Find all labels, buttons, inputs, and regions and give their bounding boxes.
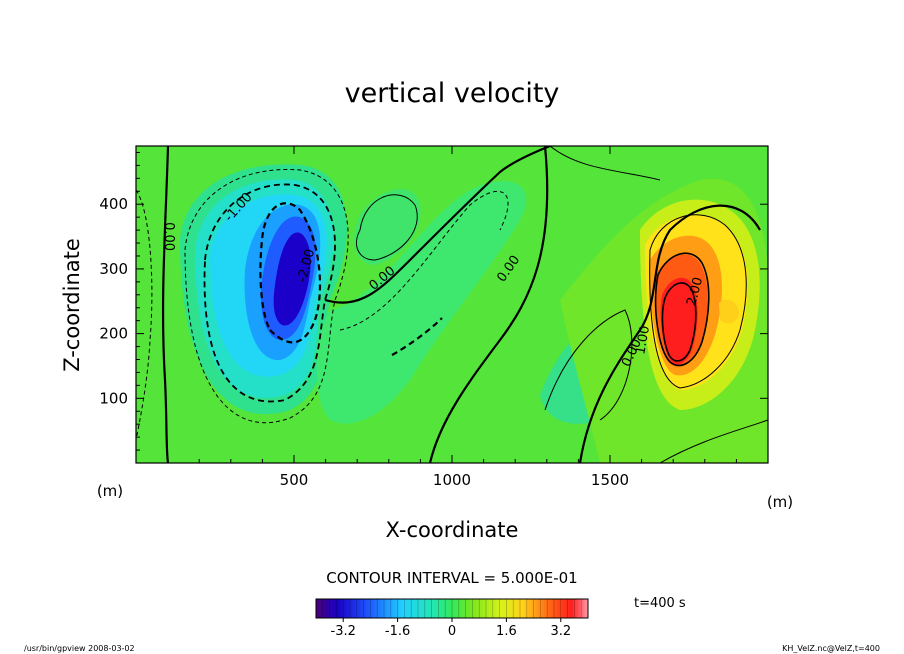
- x-tick-label: 500: [280, 471, 309, 489]
- contour-line: [549, 146, 661, 181]
- contour-label: 2.00: [684, 276, 706, 308]
- contour-line: [161, 146, 170, 463]
- colorbar: -3.2 -1.6 0 1.6 3.2: [315, 598, 589, 639]
- y-tick-label: 400: [99, 195, 128, 213]
- contour-line: [259, 202, 322, 344]
- heatmap-level: [660, 277, 698, 365]
- contour-line: [203, 183, 336, 403]
- heatmap-fields: [180, 164, 768, 463]
- x-tick-label: 1500: [591, 471, 629, 489]
- contour-line: [136, 189, 153, 441]
- plot-area: -1.000.00-2.00 0.00 0.000.001.002.00: [136, 146, 768, 463]
- chart-title: vertical velocity: [345, 78, 560, 109]
- y-axis-label: Z-coordinate: [60, 238, 84, 372]
- colorbar-tick-label: 3.2: [550, 624, 571, 639]
- contour-line: [356, 194, 418, 261]
- contour-line: [391, 317, 443, 356]
- x-tick-label: 1000: [433, 471, 471, 489]
- heatmap-level: [719, 299, 739, 324]
- contour-line: [544, 309, 633, 421]
- y-tick-label: 100: [99, 389, 128, 407]
- contour-line: [428, 146, 549, 463]
- footer-left: /usr/bin/gpview 2008-03-02: [24, 644, 135, 653]
- heatmap-level: [273, 232, 311, 326]
- colorbar-tick-label: 1.6: [496, 624, 517, 639]
- contour-label: 1.00: [633, 325, 653, 356]
- colorbar-gradient: [316, 599, 588, 618]
- x-axis: 500 1000 1500: [167, 146, 737, 489]
- footer-right: KH_VelZ.nc@VelZ,t=400: [782, 644, 880, 653]
- time-label: t=400 s: [634, 596, 686, 611]
- contour-line: [661, 282, 697, 362]
- y-tick-label: 300: [99, 260, 128, 278]
- y-tick-label: 200: [99, 325, 128, 343]
- contour-line: [324, 146, 551, 304]
- contour-line: [654, 252, 710, 367]
- x-axis-label: X-coordinate: [386, 518, 519, 542]
- contour-lines: [136, 146, 768, 463]
- contour-line: [184, 168, 349, 424]
- x-unit-left: (m): [97, 482, 123, 500]
- contour-line: [339, 190, 509, 331]
- heatmap-level: [316, 181, 527, 424]
- colorbar-tick-label: -1.6: [385, 624, 410, 639]
- y-axis: 100 200 300 400: [99, 151, 768, 451]
- contour-line: [649, 214, 747, 389]
- colorbar-tick-label: 0: [448, 624, 456, 639]
- contour-line: [659, 419, 768, 463]
- colorbar-ticks: -3.2 -1.6 0 1.6 3.2: [331, 618, 571, 639]
- heatmap-level: [354, 188, 421, 265]
- x-unit-right: (m): [767, 493, 793, 511]
- contour-interval-label: CONTOUR INTERVAL = 5.000E-01: [326, 569, 577, 587]
- contour-line: [578, 204, 761, 463]
- colorbar-tick-label: -3.2: [331, 624, 356, 639]
- contour-label: 0.00: [161, 222, 176, 251]
- colorbar-step-lines: [322, 599, 582, 618]
